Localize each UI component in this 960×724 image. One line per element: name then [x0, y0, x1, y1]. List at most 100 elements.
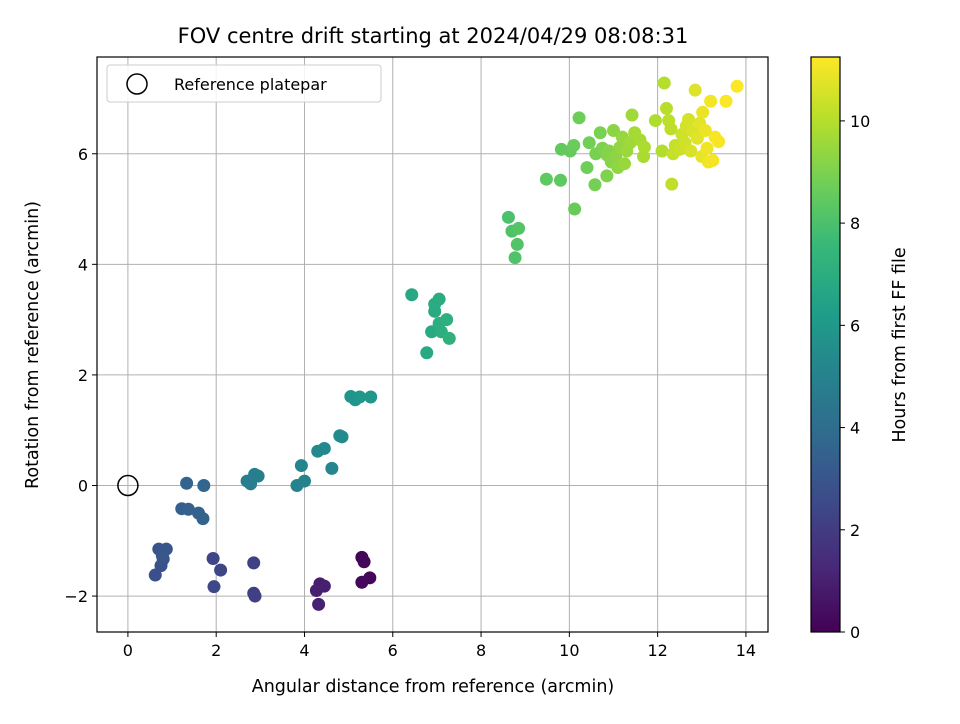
x-tick-label: 6 — [388, 641, 398, 660]
colorbar: 0 2 4 6 8 10 Hours from first FF file — [810, 56, 910, 642]
data-point — [682, 112, 696, 126]
x-tick-label: 2 — [211, 641, 221, 660]
legend-box — [106, 64, 382, 103]
data-point — [696, 105, 710, 119]
data-point — [180, 476, 194, 490]
data-point — [600, 169, 614, 183]
y-tick-label: 2 — [78, 366, 88, 385]
grid — [97, 57, 768, 632]
y-tick-label: 6 — [78, 145, 88, 164]
data-point — [405, 288, 419, 302]
data-point — [181, 502, 195, 516]
data-point — [432, 292, 446, 306]
data-point — [508, 251, 522, 265]
data-point — [297, 474, 311, 488]
colorbar-tick-label: 4 — [850, 419, 860, 438]
data-point — [353, 390, 367, 404]
x-axis-label: Angular distance from reference (arcmin) — [252, 677, 615, 697]
data-point — [648, 114, 662, 128]
data-point — [247, 556, 261, 570]
data-point — [440, 313, 454, 327]
data-point — [148, 568, 162, 582]
colorbar-frame — [810, 56, 841, 633]
data-point — [425, 325, 439, 339]
data-point — [355, 575, 369, 589]
y-tick-label: 0 — [78, 476, 88, 495]
data-point — [197, 478, 211, 492]
x-tick-label: 14 — [736, 641, 756, 660]
data-point — [251, 469, 265, 483]
y-tick-label: −2 — [64, 587, 88, 606]
data-point — [706, 153, 720, 167]
data-point — [698, 124, 712, 138]
data-point — [593, 126, 607, 140]
data-point — [657, 76, 671, 90]
data-point — [357, 555, 371, 569]
data-point — [325, 461, 339, 475]
data-point — [688, 83, 702, 97]
data-point — [214, 563, 228, 577]
data-point — [655, 144, 669, 158]
data-point — [625, 108, 639, 122]
x-tick-label: 0 — [123, 641, 133, 660]
data-point — [664, 122, 678, 136]
data-point — [512, 221, 526, 235]
colorbar-tick-label: 8 — [850, 214, 860, 233]
legend-label: Reference platepar — [174, 75, 327, 94]
data-point — [206, 551, 220, 565]
x-axis-ticks: 0 2 4 6 8 10 12 14 — [123, 632, 756, 660]
data-point — [637, 140, 651, 154]
reference-point-marker — [117, 474, 139, 497]
legend-marker-icon — [126, 73, 148, 95]
x-tick-label: 4 — [299, 641, 309, 660]
colorbar-tick-label: 6 — [850, 316, 860, 335]
data-point — [588, 178, 602, 192]
data-point — [582, 136, 596, 150]
data-point — [539, 172, 553, 186]
data-point — [730, 79, 744, 93]
data-point — [294, 459, 308, 473]
data-point — [606, 124, 620, 138]
data-point — [567, 138, 581, 152]
colorbar-tick-label: 2 — [850, 521, 860, 540]
data-point — [712, 135, 726, 149]
data-point — [442, 331, 456, 345]
data-point — [420, 346, 434, 360]
data-point — [335, 430, 349, 444]
data-point — [700, 141, 714, 155]
data-point — [618, 157, 632, 171]
chart-title: FOV centre drift starting at 2024/04/29 … — [178, 24, 689, 48]
y-axis-label: Rotation from reference (arcmin) — [23, 201, 43, 489]
colorbar-label: Hours from first FF file — [890, 247, 910, 442]
data-point — [248, 589, 262, 603]
data-point — [155, 549, 169, 563]
data-point — [196, 512, 210, 526]
data-point — [364, 390, 378, 404]
y-axis-ticks: −2 0 2 4 6 — [64, 145, 97, 606]
x-tick-label: 10 — [559, 641, 579, 660]
data-point — [572, 111, 586, 125]
data-point — [659, 101, 673, 115]
data-point — [704, 94, 718, 108]
data-point — [568, 202, 582, 216]
data-point — [510, 237, 524, 251]
data-point — [207, 580, 221, 594]
scatter-points — [148, 76, 744, 611]
data-point — [501, 210, 515, 224]
x-tick-label: 8 — [476, 641, 486, 660]
x-tick-label: 12 — [647, 641, 667, 660]
data-point — [317, 441, 331, 455]
plot-frame — [96, 56, 769, 633]
data-point — [554, 173, 568, 187]
colorbar-tick-label: 10 — [850, 112, 870, 131]
data-point — [719, 94, 733, 108]
colorbar-tick-label: 0 — [850, 623, 860, 642]
colorbar-fill — [811, 57, 840, 632]
legend: Reference platepar — [106, 64, 382, 103]
data-point — [665, 177, 679, 191]
data-point — [309, 584, 323, 598]
data-point — [580, 161, 594, 175]
colorbar-ticks: 0 2 4 6 8 10 — [840, 112, 870, 642]
data-point — [684, 144, 698, 158]
